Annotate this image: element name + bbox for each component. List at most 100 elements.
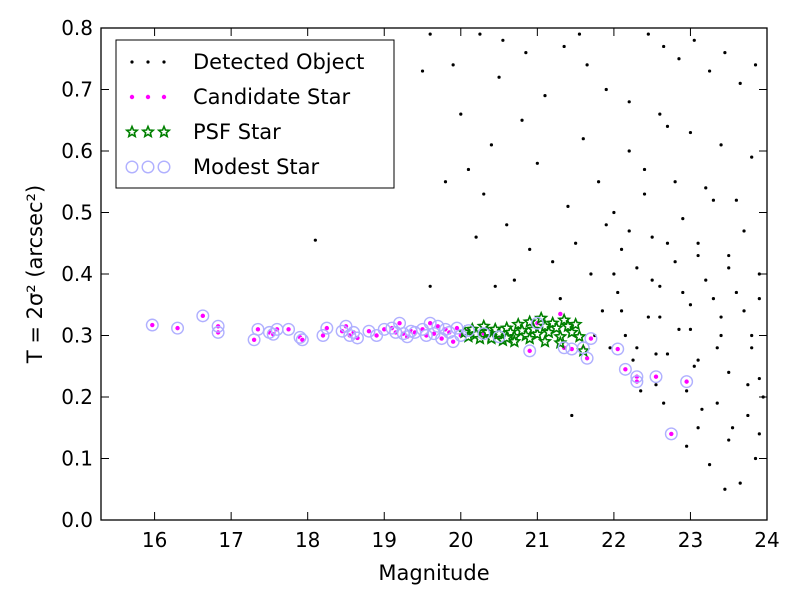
detected-object-point bbox=[558, 297, 562, 301]
detected-object-point bbox=[604, 87, 608, 92]
detected-object-point bbox=[738, 481, 742, 485]
legend-marker bbox=[140, 124, 156, 139]
detected-object-point bbox=[654, 383, 658, 387]
detected-object-point bbox=[428, 32, 432, 36]
modest-star-point bbox=[618, 362, 632, 376]
y-tick-label: 0.2 bbox=[61, 385, 93, 409]
detected-object-point bbox=[723, 51, 727, 55]
detected-object-point bbox=[581, 137, 585, 141]
candidate-star-point bbox=[199, 312, 206, 319]
modest-star-point bbox=[649, 370, 663, 384]
detected-object-point bbox=[715, 346, 719, 350]
legend-marker bbox=[125, 160, 139, 174]
detected-object-point bbox=[635, 266, 639, 270]
x-tick-label: 20 bbox=[448, 528, 473, 552]
legend-marker bbox=[160, 94, 167, 101]
detected-object-point bbox=[696, 358, 700, 362]
detected-object-point bbox=[730, 426, 735, 430]
modest-star-point bbox=[523, 344, 537, 358]
detected-object-point bbox=[650, 278, 654, 282]
candidate-star-point bbox=[668, 430, 675, 437]
detected-object-point bbox=[677, 327, 681, 331]
candidate-star-point bbox=[285, 326, 292, 333]
psf-star-point bbox=[553, 335, 568, 350]
detected-object-point bbox=[604, 223, 608, 227]
detected-object-point bbox=[646, 32, 650, 36]
x-tick-label: 22 bbox=[601, 528, 626, 552]
x-tick-label: 23 bbox=[678, 528, 703, 552]
modest-star-point bbox=[211, 319, 225, 333]
psf-star-point bbox=[507, 334, 522, 348]
detected-object-point bbox=[719, 333, 723, 338]
modest-star-point bbox=[145, 318, 159, 332]
modest-star-point bbox=[630, 375, 644, 389]
detected-object-point bbox=[535, 161, 539, 165]
modest-star-point bbox=[293, 330, 307, 344]
psf-star-point bbox=[572, 329, 587, 343]
y-tick-label: 0.4 bbox=[61, 262, 93, 286]
detected-object-point bbox=[738, 81, 742, 85]
detected-object-point bbox=[719, 143, 723, 147]
candidate-star-point bbox=[149, 322, 156, 329]
candidate-star-point bbox=[653, 373, 660, 380]
detected-object-point bbox=[459, 112, 463, 116]
detected-object-point bbox=[600, 309, 605, 313]
modest-star-point bbox=[419, 329, 433, 343]
legend-marker bbox=[128, 94, 135, 101]
detected-object-point bbox=[757, 297, 761, 301]
detected-object-point bbox=[639, 389, 643, 393]
detected-object-point bbox=[665, 352, 670, 356]
candidate-star-point bbox=[622, 366, 629, 373]
psf-star-point bbox=[537, 334, 553, 348]
modest-star-point bbox=[580, 351, 594, 365]
modest-star-point bbox=[492, 330, 506, 344]
candidate-star-point bbox=[587, 335, 594, 342]
detected-object-point bbox=[528, 247, 532, 251]
legend-label: Candidate Star bbox=[193, 85, 350, 109]
detected-object-point bbox=[650, 235, 654, 239]
y-tick-label: 0.7 bbox=[61, 78, 93, 102]
psf-star-point bbox=[522, 314, 537, 329]
detected-object-point bbox=[562, 44, 566, 49]
plot-points bbox=[145, 32, 765, 491]
legend-marker bbox=[156, 124, 172, 139]
detected-object-point bbox=[543, 94, 547, 98]
detected-object-point bbox=[727, 370, 731, 374]
detected-object-point bbox=[474, 235, 478, 239]
detected-object-point bbox=[658, 315, 662, 319]
legend-label: PSF Star bbox=[193, 120, 281, 144]
detected-object-point bbox=[658, 112, 662, 116]
legend-marker bbox=[157, 160, 171, 174]
detected-object-point bbox=[685, 389, 689, 393]
candidate-star-point bbox=[450, 338, 457, 345]
candidate-star-point bbox=[557, 310, 564, 317]
detected-object-point bbox=[746, 413, 750, 418]
detected-object-point bbox=[753, 63, 758, 67]
y-tick-label: 0.6 bbox=[61, 139, 93, 163]
detected-object-point bbox=[501, 38, 505, 42]
detected-object-point bbox=[704, 186, 708, 190]
detected-object-point bbox=[715, 401, 719, 405]
modest-star-point bbox=[557, 341, 571, 355]
detected-object-point bbox=[627, 229, 631, 233]
x-tick-label: 17 bbox=[218, 528, 243, 552]
x-tick-label: 21 bbox=[525, 528, 550, 552]
detected-object-point bbox=[727, 266, 731, 270]
modest-star-point bbox=[295, 333, 309, 347]
detected-object-point bbox=[692, 364, 696, 368]
detected-object-point bbox=[627, 100, 631, 104]
modest-star-point bbox=[584, 332, 598, 346]
detected-object-point bbox=[482, 192, 486, 196]
detected-object-point bbox=[443, 180, 448, 184]
detected-object-point bbox=[493, 284, 497, 288]
detected-object-point bbox=[574, 241, 578, 245]
modest-star-point bbox=[171, 321, 185, 335]
y-tick-label: 0.0 bbox=[61, 508, 93, 532]
detected-object-point bbox=[635, 346, 639, 350]
modest-star-point bbox=[316, 329, 330, 343]
detected-object-point bbox=[746, 383, 750, 387]
detected-object-point bbox=[727, 253, 731, 258]
legend-marker bbox=[146, 60, 150, 64]
detected-object-point bbox=[673, 180, 677, 184]
detected-object-point bbox=[566, 204, 570, 208]
